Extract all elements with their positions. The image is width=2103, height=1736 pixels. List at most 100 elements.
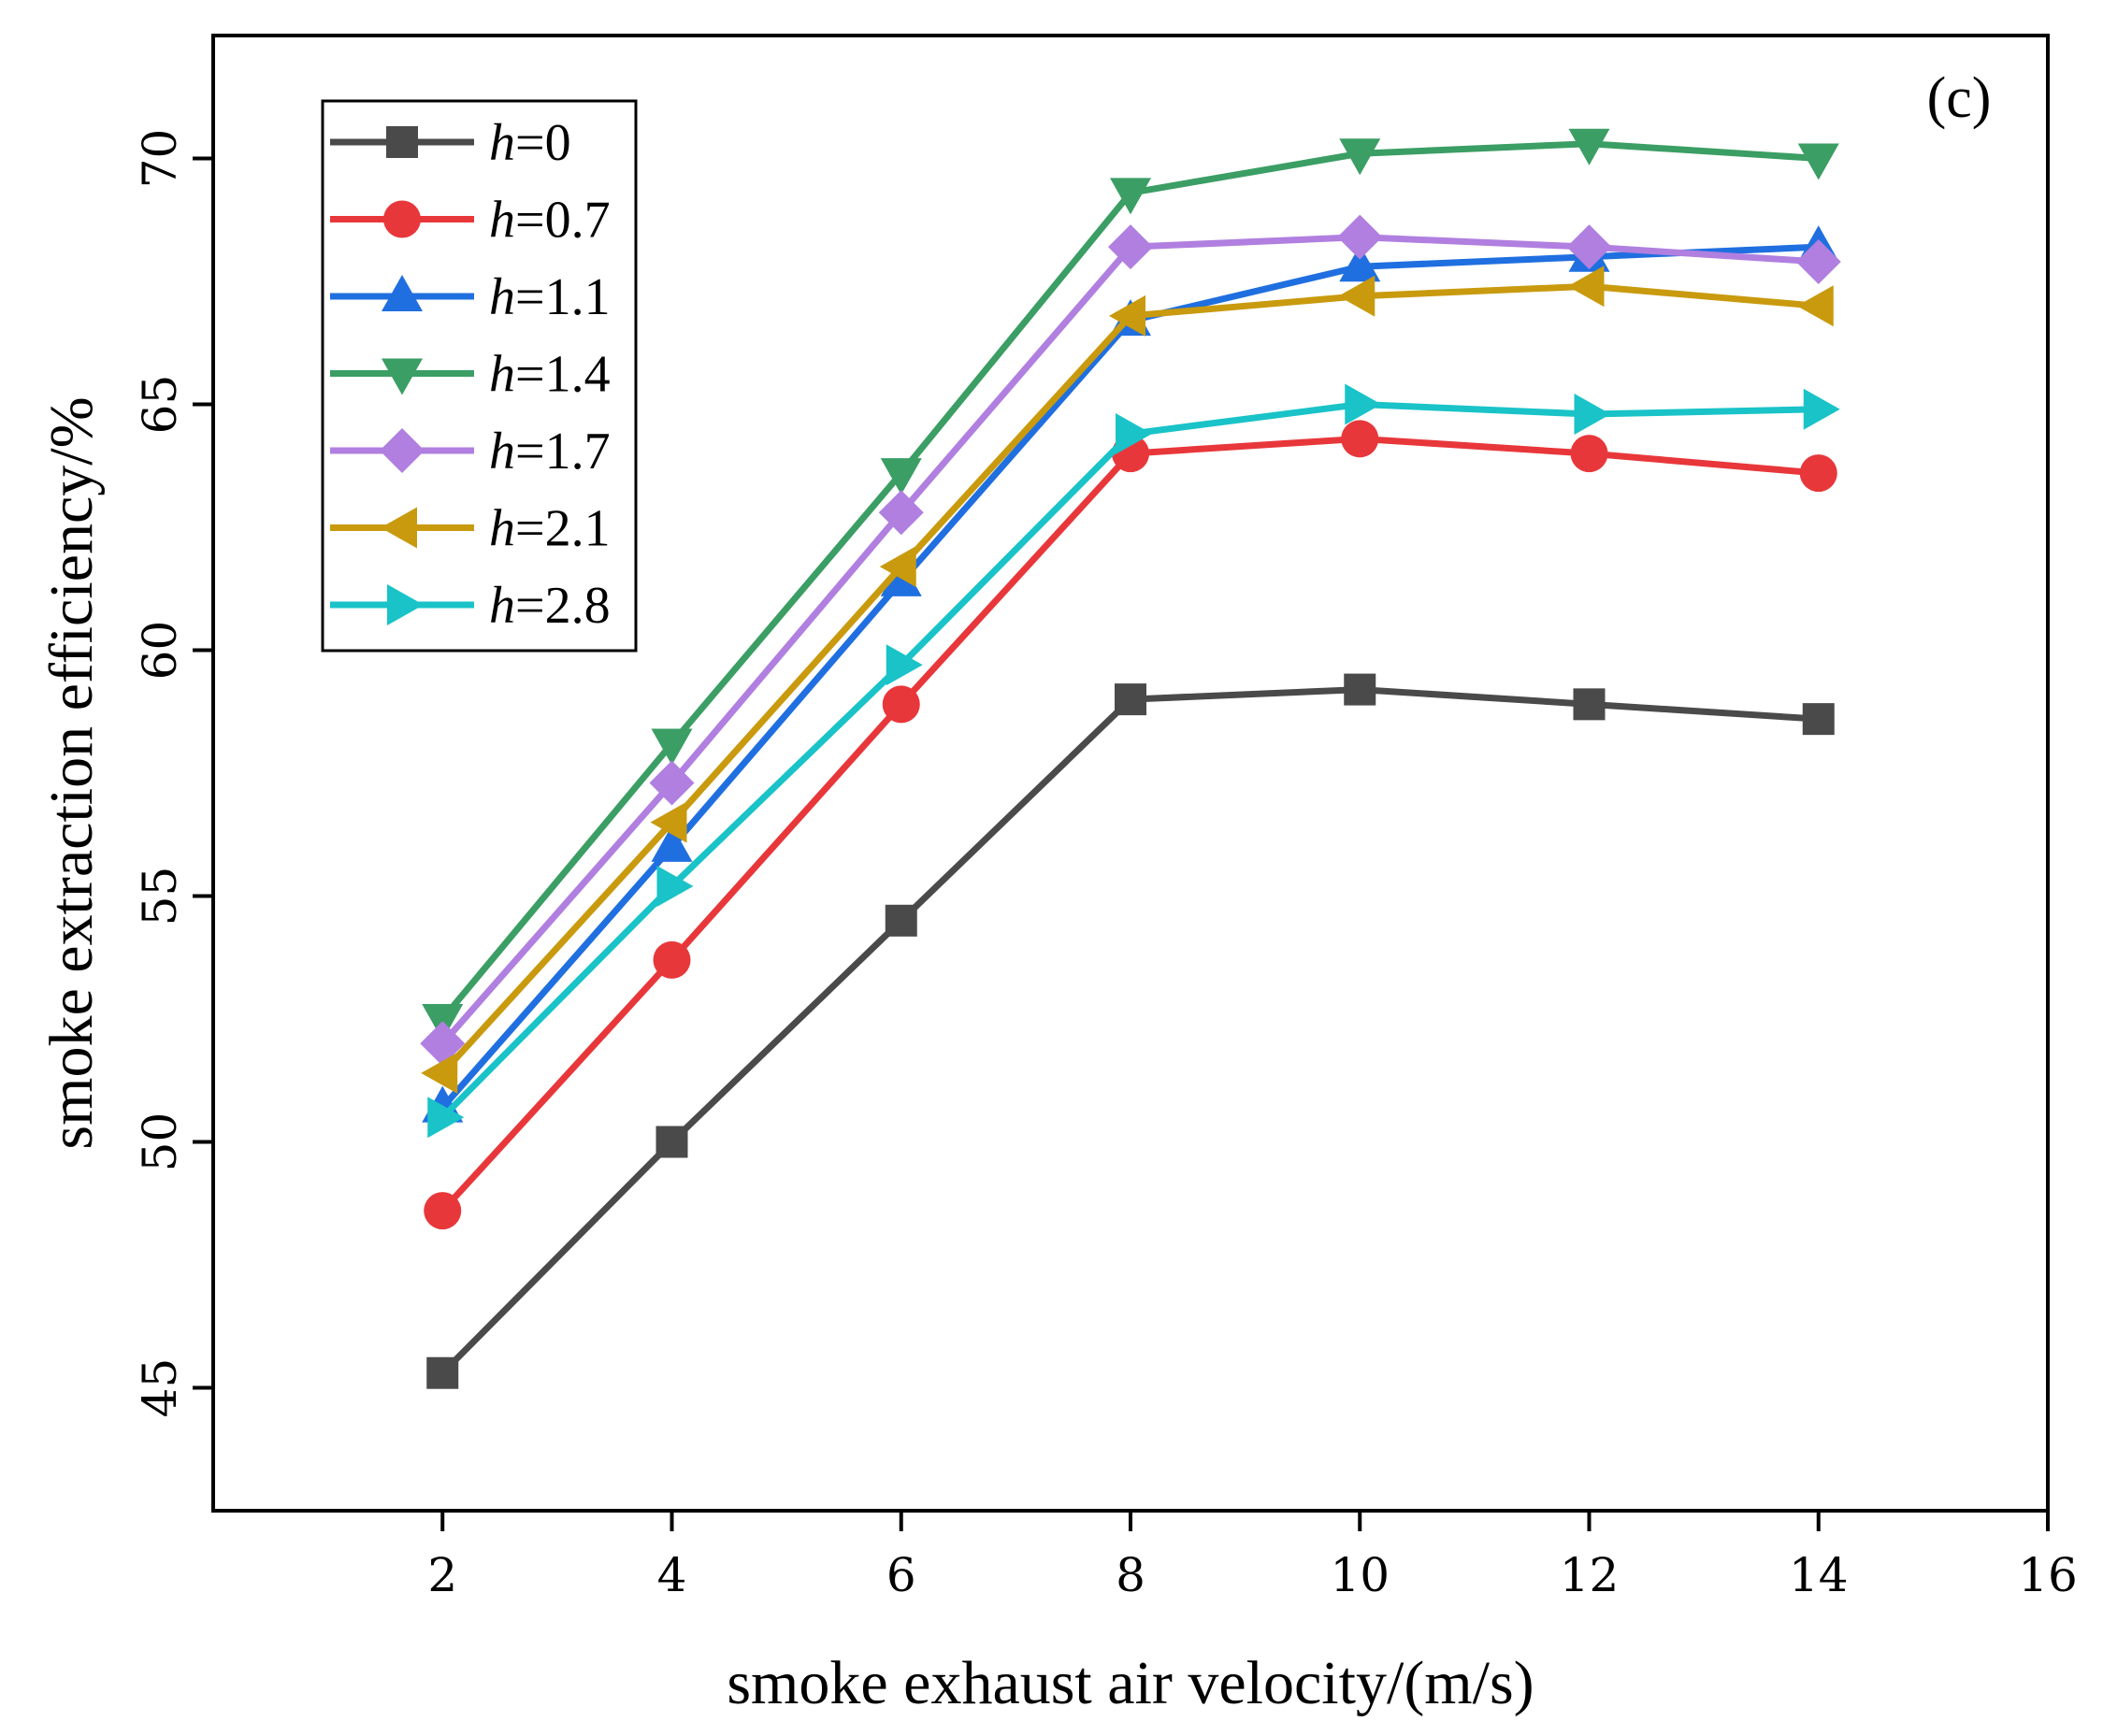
- legend-swatch-marker: [386, 126, 418, 158]
- data-point: [1795, 238, 1841, 284]
- data-point: [651, 825, 693, 862]
- x-tick-label: 6: [886, 1548, 916, 1602]
- legend-label-variable: h: [489, 114, 515, 172]
- legend-item: h=1.4: [330, 346, 611, 404]
- data-point: [1110, 178, 1151, 215]
- legend-swatch-marker: [382, 358, 423, 395]
- data-point: [878, 490, 924, 536]
- y-axis-title: smoke extraction efficiency/%: [37, 396, 106, 1149]
- y-tick-label: 65: [133, 375, 187, 435]
- data-point: [1796, 285, 1834, 327]
- legend-label-value: =2.1: [515, 500, 611, 558]
- legend-label: h=1.1: [489, 268, 611, 326]
- x-axis-title: smoke exhaust air velocity/(m/s): [727, 1649, 1534, 1717]
- x-tick-label: 14: [1789, 1548, 1849, 1602]
- data-point: [426, 1356, 459, 1389]
- data-point: [885, 904, 917, 937]
- data-point: [1567, 265, 1605, 308]
- data-point: [1803, 388, 1840, 430]
- data-point: [1797, 143, 1839, 180]
- data-point: [1574, 394, 1611, 436]
- legend-label: h=2.1: [489, 500, 611, 558]
- legend-label: h=1.7: [489, 423, 611, 481]
- data-point: [1337, 214, 1383, 260]
- legend-swatch-marker: [380, 428, 425, 473]
- legend-label-variable: h: [489, 192, 515, 250]
- legend-swatch-marker: [387, 584, 424, 625]
- data-point: [1570, 435, 1608, 473]
- series-h-2.8: [427, 383, 1840, 1139]
- x-tick-label: 8: [1116, 1548, 1145, 1602]
- legend-label: h=0: [489, 114, 571, 172]
- data-point: [879, 546, 916, 588]
- data-point: [1108, 224, 1153, 270]
- legend-label: h=2.8: [489, 577, 611, 635]
- x-tick-label: 2: [427, 1548, 457, 1602]
- data-point: [1116, 413, 1152, 455]
- data-point: [427, 1097, 465, 1139]
- legend-item: h=1.7: [330, 423, 611, 481]
- x-axis: 2 4 6 8 10 12 14 16: [427, 1511, 2078, 1602]
- legend-item: h=0: [330, 114, 571, 172]
- y-axis: 45 50 55 60 65 70: [133, 129, 213, 1418]
- data-point: [880, 458, 922, 495]
- data-point: [1566, 224, 1612, 270]
- panel-label: (c): [1927, 66, 1992, 130]
- legend-label-value: =1.7: [515, 423, 611, 481]
- series-h-2.1: [421, 265, 1834, 1094]
- data-point: [650, 801, 687, 843]
- y-tick-label: 55: [133, 867, 187, 926]
- legend: h=0h=0.7h=1.1h=1.4h=1.7h=2.1h=2.8: [321, 99, 638, 653]
- series-h-0: [426, 673, 1835, 1389]
- legend-label-value: =0.7: [515, 192, 611, 250]
- data-point: [886, 644, 923, 686]
- x-tick-label: 4: [657, 1548, 687, 1602]
- legend-swatch-marker: [382, 275, 423, 311]
- legend-label-variable: h: [489, 500, 515, 558]
- x-tick-label: 12: [1560, 1548, 1620, 1602]
- legend-label: h=1.4: [489, 346, 611, 404]
- data-point: [655, 1126, 688, 1158]
- legend-label-variable: h: [489, 268, 515, 326]
- data-point: [1338, 275, 1376, 317]
- series-h-1.4: [422, 128, 1839, 1040]
- x-tick-label: 10: [1330, 1548, 1390, 1602]
- series-layer: [420, 128, 1841, 1389]
- legend-label-value: =0: [515, 114, 571, 172]
- legend-item: h=1.1: [330, 268, 611, 326]
- data-point: [653, 940, 691, 979]
- legend-label-variable: h: [489, 423, 515, 481]
- legend-item: h=2.1: [330, 500, 611, 558]
- legend-item: h=2.8: [330, 577, 611, 635]
- legend-label-variable: h: [489, 577, 515, 635]
- data-point: [421, 1052, 458, 1094]
- y-tick-label: 70: [133, 129, 187, 189]
- y-tick-label: 45: [133, 1358, 187, 1418]
- legend-swatch-marker: [383, 200, 421, 238]
- data-point: [424, 1192, 462, 1230]
- data-point: [1799, 454, 1837, 493]
- legend-item: h=0.7: [330, 192, 611, 250]
- data-point: [651, 728, 693, 766]
- y-tick-label: 60: [133, 621, 187, 681]
- legend-label-variable: h: [489, 346, 515, 404]
- series-h-1.7: [420, 214, 1841, 1067]
- legend-label-value: =1.1: [515, 268, 611, 326]
- x-tick-label: 16: [2018, 1548, 2078, 1602]
- data-point: [1339, 245, 1381, 282]
- legend-label: h=0.7: [489, 192, 611, 250]
- data-point: [1109, 294, 1145, 337]
- data-point: [1115, 683, 1146, 716]
- data-point: [656, 865, 694, 907]
- data-point: [1345, 383, 1382, 425]
- legend-swatch-marker: [381, 507, 417, 549]
- data-point: [1344, 673, 1376, 706]
- data-point: [649, 760, 695, 806]
- data-point: [1341, 420, 1379, 458]
- legend-label-value: =1.4: [515, 346, 611, 404]
- legend-label-value: =2.8: [515, 577, 611, 635]
- data-point: [882, 685, 920, 724]
- data-point: [1802, 703, 1835, 736]
- data-point: [1568, 128, 1610, 165]
